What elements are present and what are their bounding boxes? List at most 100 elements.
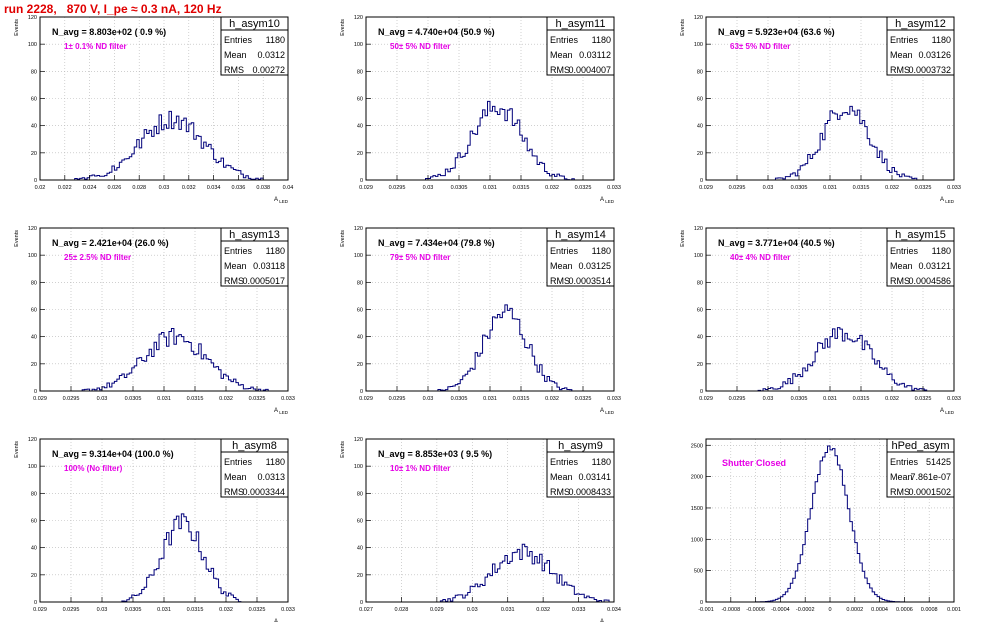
y-tick-label: 60: [31, 97, 37, 103]
y-tick-label: 120: [694, 15, 703, 21]
stats-label-mean: Mean: [890, 50, 913, 60]
y-tick-label: 100: [354, 253, 363, 259]
x-tick-label: 0.0008: [921, 607, 938, 613]
y-tick-label: 20: [31, 573, 37, 579]
stats-label-mean: Mean: [224, 50, 247, 60]
navg-label: N_avg = 8.853e+03 ( 9.5 %): [378, 449, 492, 459]
histogram-panel-h_asym10: 0.02 0.022 0.024 0.026 0.028 0.03 0.032 0.034 0.…: [14, 15, 293, 204]
y-tick-label: 100: [354, 464, 363, 470]
x-tick-label: 0.032: [545, 396, 559, 402]
x-tick-label: 0.031: [483, 396, 497, 402]
x-tick-label: 0.0305: [791, 396, 808, 402]
y-tick-label: 40: [31, 124, 37, 130]
stats-label-mean: Mean: [224, 261, 247, 271]
y-tick-label: 2500: [691, 443, 703, 449]
stats-value-rms: 0.0003344: [242, 487, 285, 497]
y-tick-label: 80: [357, 491, 363, 497]
x-tick-label: 0.031: [483, 185, 497, 191]
x-tick-label: 0.034: [607, 607, 621, 613]
x-tick-label: 0.0325: [915, 185, 932, 191]
x-axis-title: A LED: [940, 408, 955, 415]
x-axis-title: A LED: [600, 197, 615, 204]
run-title: run 2228, 870 V, I_pe ≈ 0.3 nA, 120 Hz: [4, 2, 222, 16]
x-tick-label: 0.029: [699, 185, 713, 191]
x-tick-label: 0.03: [763, 396, 774, 402]
filter-label: 50± 5% ND filter: [390, 42, 450, 51]
y-tick-label: 20: [357, 151, 363, 157]
x-tick-label: 0.0325: [249, 607, 266, 613]
x-tick-label: 0.033: [572, 607, 586, 613]
y-axis-title: Events: [14, 230, 20, 247]
stats-title: hPed_asym: [891, 440, 949, 452]
filter-label: 100% (No filter): [64, 464, 123, 473]
y-tick-label: 0: [34, 178, 37, 184]
y-tick-label: 0: [700, 600, 703, 606]
y-tick-label: 80: [357, 280, 363, 286]
stats-value-mean: 0.03125: [578, 261, 611, 271]
y-axis-title: Events: [14, 441, 20, 458]
stats-title: h_asym8: [232, 440, 277, 452]
stats-value-mean: 0.0313: [257, 472, 285, 482]
x-tick-label: -0.001: [698, 607, 714, 613]
stats-value-rms: 0.0004007: [568, 65, 611, 75]
stats-label-entries: Entries: [890, 35, 919, 45]
x-tick-label: 0.031: [823, 396, 837, 402]
y-tick-label: 80: [357, 69, 363, 75]
x-tick-label: 0.029: [430, 607, 444, 613]
x-tick-label: 0.032: [536, 607, 550, 613]
x-tick-label: 0.028: [395, 607, 409, 613]
stats-value-mean: 0.03126: [918, 50, 951, 60]
y-tick-label: 0: [700, 178, 703, 184]
histogram-panel-h_asym13: 0.029 0.0295 0.03 0.0305 0.031 0.0315 0.032 0.0…: [14, 226, 295, 415]
x-tick-label: 0.03: [97, 396, 108, 402]
histogram-panel-h_asym15: 0.029 0.0295 0.03 0.0305 0.031 0.0315 0.032 0.0…: [680, 226, 961, 415]
navg-label: N_avg = 9.314e+04 (100.0 %): [52, 449, 174, 459]
x-tick-label: 0.0295: [389, 396, 406, 402]
stats-label-rms: RMS: [550, 487, 570, 497]
y-tick-label: 20: [31, 151, 37, 157]
histogram-panel-h_asym14: 0.029 0.0295 0.03 0.0305 0.031 0.0315 0.032 0.0…: [340, 226, 621, 415]
stats-value-entries: 1180: [592, 35, 611, 45]
y-tick-label: 40: [357, 335, 363, 341]
x-tick-label: 0.033: [607, 185, 621, 191]
x-tick-label: 0.038: [256, 185, 270, 191]
stats-label-mean: Mean: [550, 50, 573, 60]
stats-label-rms: RMS: [890, 487, 910, 497]
x-axis-title: A LED: [274, 408, 289, 415]
x-tick-label: 0.0305: [451, 396, 468, 402]
x-tick-label: 0.029: [699, 396, 713, 402]
x-tick-label: 0.029: [359, 396, 373, 402]
histogram-line: [40, 110, 288, 181]
histogram-panel-hPed_asym: -0.001 -0.0008 -0.0006 -0.0004 -0.0002 0 0.000…: [691, 438, 961, 613]
x-axis-title: A LED: [600, 408, 615, 415]
y-tick-label: 20: [697, 362, 703, 368]
y-tick-label: 0: [34, 600, 37, 606]
stats-box: [220, 438, 289, 498]
y-tick-label: 80: [31, 280, 37, 286]
y-axis-title: Events: [680, 230, 686, 247]
x-tick-label: 0.03: [423, 396, 434, 402]
y-tick-label: 40: [697, 124, 703, 130]
stats-value-rms: 0.0008433: [568, 487, 611, 497]
navg-label: N_avg = 7.434e+04 (79.8 %): [378, 238, 495, 248]
x-tick-label: 0.036: [232, 185, 246, 191]
stats-value-rms: 0.0003514: [568, 276, 611, 286]
y-tick-label: 80: [31, 491, 37, 497]
stats-label-rms: RMS: [224, 276, 244, 286]
navg-label: N_avg = 5.923e+04 (63.6 %): [718, 27, 835, 37]
x-tick-label: 0.0325: [249, 396, 266, 402]
x-tick-label: 0.0295: [63, 607, 80, 613]
y-tick-label: 100: [28, 42, 37, 48]
x-tick-label: 0.001: [947, 607, 961, 613]
histogram-line: [40, 328, 288, 392]
x-tick-label: 0.031: [501, 607, 515, 613]
filter-label: 1± 0.1% ND filter: [64, 42, 127, 51]
stats-title: h_asym9: [558, 440, 603, 452]
stats-label-entries: Entries: [224, 457, 253, 467]
stats-value-entries: 1180: [266, 246, 285, 256]
histogram-panel-h_asym8: 0.029 0.0295 0.03 0.0305 0.031 0.0315 0.032 0.0…: [14, 437, 295, 622]
stats-box: [886, 16, 955, 76]
y-tick-label: 120: [354, 437, 363, 443]
stats-value-entries: 51425: [926, 457, 951, 467]
